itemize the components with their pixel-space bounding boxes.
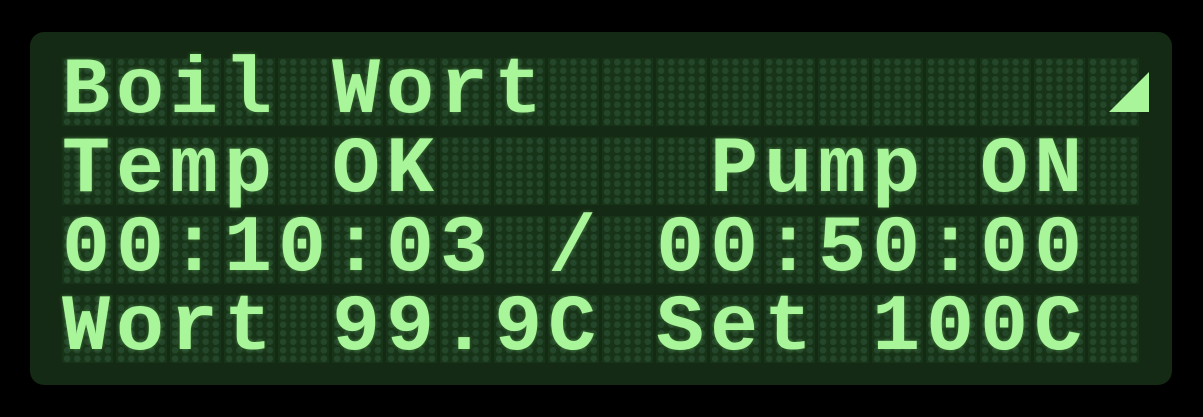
lcd-cell: [710, 295, 761, 363]
lcd-cell: [980, 58, 1031, 126]
lcd-cell: [656, 137, 707, 205]
lcd-cell: [224, 58, 275, 126]
lcd-cell: [1088, 137, 1139, 205]
lcd-cell: [602, 58, 653, 126]
lcd-cell: [980, 295, 1031, 363]
lcd-cell: [494, 137, 545, 205]
lcd-cell: [62, 137, 113, 205]
lcd-cell: [602, 137, 653, 205]
lcd-cell: [386, 137, 437, 205]
lcd-cell: [332, 58, 383, 126]
lcd-cell: [710, 137, 761, 205]
lcd-cell: [1088, 216, 1139, 284]
lcd-cell: [278, 295, 329, 363]
lcd-cell: [656, 295, 707, 363]
lcd-cell: [872, 216, 923, 284]
lcd-cell: [332, 216, 383, 284]
lcd-cell: [818, 58, 869, 126]
lcd-cell: [764, 58, 815, 126]
lcd-cell: [926, 58, 977, 126]
lcd-cell: [440, 295, 491, 363]
lcd-cell: [872, 58, 923, 126]
lcd-cell: [332, 295, 383, 363]
lcd-cell: [278, 58, 329, 126]
lcd-cell: [980, 137, 1031, 205]
lcd-cell: [386, 58, 437, 126]
lcd-cell: [548, 216, 599, 284]
lcd-line: Temp OK Pump ON: [62, 125, 1089, 216]
lcd-cell: [656, 216, 707, 284]
signal-icon: [1109, 72, 1149, 112]
lcd-cell: [926, 295, 977, 363]
lcd-cell: [1034, 58, 1085, 126]
lcd-cell: [170, 58, 221, 126]
lcd-cell: [818, 216, 869, 284]
lcd-cell: [926, 216, 977, 284]
lcd-cell: [710, 58, 761, 126]
lcd-cell: [116, 137, 167, 205]
lcd-cell: [62, 216, 113, 284]
lcd-cell: [494, 295, 545, 363]
lcd-cell: [440, 216, 491, 284]
lcd-cell: [224, 137, 275, 205]
lcd-line: 00:10:03 / 00:50:00: [62, 204, 1089, 295]
lcd-cell: [548, 58, 599, 126]
lcd-cell: [386, 216, 437, 284]
lcd-cell: [656, 58, 707, 126]
lcd-cell: [818, 137, 869, 205]
lcd-cell: [278, 216, 329, 284]
lcd-cell: [116, 216, 167, 284]
lcd-cell: [1088, 295, 1139, 363]
lcd-cell: [62, 295, 113, 363]
lcd-cell: [764, 295, 815, 363]
lcd-cell: [1034, 137, 1085, 205]
lcd-cell: [602, 216, 653, 284]
lcd-cell: [818, 295, 869, 363]
lcd-cell: [116, 58, 167, 126]
lcd-cell: [1034, 216, 1085, 284]
lcd-cell: [872, 295, 923, 363]
lcd-cell: [116, 295, 167, 363]
lcd-cell: [170, 137, 221, 205]
lcd-cell: [1034, 295, 1085, 363]
lcd-cell: [494, 216, 545, 284]
lcd-cell: [440, 58, 491, 126]
lcd-cell: [872, 137, 923, 205]
lcd-cell: [548, 137, 599, 205]
lcd-cell: [764, 216, 815, 284]
lcd-cell: [440, 137, 491, 205]
lcd-cell: [224, 295, 275, 363]
lcd-cell: [764, 137, 815, 205]
lcd-cell: [710, 216, 761, 284]
lcd-cell: [386, 295, 437, 363]
lcd-cell: [62, 58, 113, 126]
lcd-cell: [494, 58, 545, 126]
lcd-cell: [278, 137, 329, 205]
lcd-cell: [602, 295, 653, 363]
lcd-cell: [980, 216, 1031, 284]
lcd-cell: [224, 216, 275, 284]
lcd-cell: [548, 295, 599, 363]
lcd-cell: [170, 216, 221, 284]
lcd-line: Boil Wort: [62, 46, 549, 137]
lcd-line: Wort 99.9C Set 100C: [62, 283, 1089, 374]
lcd-cell: [170, 295, 221, 363]
lcd-cell: [332, 137, 383, 205]
lcd-cell: [926, 137, 977, 205]
